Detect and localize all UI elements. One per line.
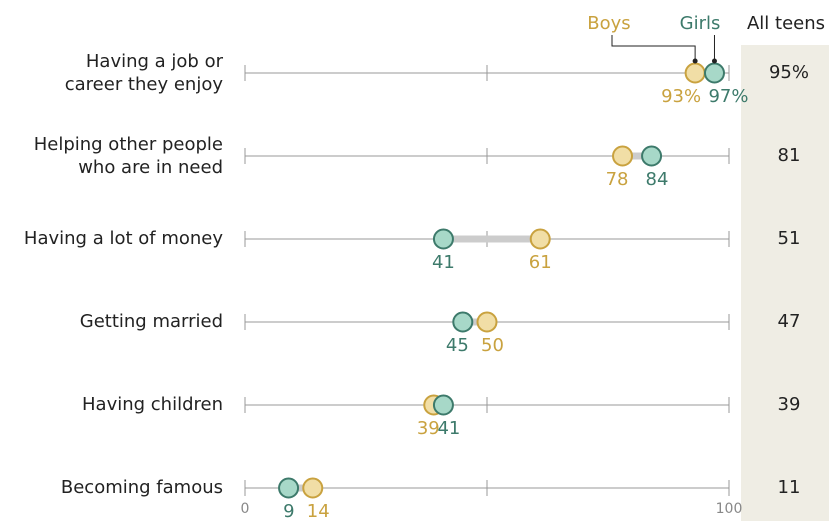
value-label: 41: [437, 418, 460, 439]
category-line: Getting married: [80, 311, 223, 332]
dot: [302, 477, 324, 499]
legend-leader: [611, 35, 696, 63]
value-label: 93%: [661, 86, 701, 107]
all-teens-value: 11: [778, 477, 801, 498]
dot: [641, 145, 663, 167]
category-line: Becoming famous: [61, 477, 223, 498]
category-line: Having a lot of money: [24, 228, 223, 249]
value-label: 61: [529, 252, 552, 273]
value-label: 45: [446, 335, 469, 356]
category-label: Getting married: [80, 311, 223, 332]
dot: [476, 311, 498, 333]
value-label: 84: [646, 169, 669, 190]
all-teens-column: [741, 45, 829, 521]
value-label: 39: [417, 418, 440, 439]
x-tick-label: 0: [241, 501, 250, 517]
dot: [684, 62, 706, 84]
all-teens-value: 39: [778, 394, 801, 415]
category-label: Having a lot of money: [24, 228, 223, 249]
all-teens-value: 95%: [769, 62, 809, 83]
dot: [278, 477, 300, 499]
category-line: Helping other people: [34, 134, 223, 155]
value-label: 78: [606, 169, 629, 190]
column-header: All teens: [747, 13, 825, 34]
category-label: Helping other people who are in need: [34, 134, 223, 178]
dot: [452, 311, 474, 333]
category-line: Having children: [82, 394, 223, 415]
category-label: Having children: [82, 394, 223, 415]
value-label: 14: [307, 501, 330, 521]
x-tick-label: 100: [716, 501, 743, 517]
all-teens-value: 47: [778, 311, 801, 332]
dot: [703, 62, 725, 84]
value-label: 9: [283, 501, 294, 521]
category-line: Having a job or: [86, 51, 224, 72]
dot: [432, 394, 454, 416]
value-label: 41: [432, 252, 455, 273]
category-label: Having a job or career they enjoy: [65, 51, 224, 95]
dot: [432, 228, 454, 250]
dot: [529, 228, 551, 250]
value-label: 50: [481, 335, 504, 356]
dot: [612, 145, 634, 167]
leader-dot: [692, 58, 698, 64]
value-label: 97%: [708, 86, 748, 107]
category-line: who are in need: [78, 157, 223, 178]
all-teens-value: 81: [778, 145, 801, 166]
leader-dot: [711, 58, 717, 64]
legend-girls: Girls: [680, 13, 721, 34]
category-line: career they enjoy: [65, 74, 224, 95]
all-teens-value: 51: [778, 228, 801, 249]
legend-boys: Boys: [587, 13, 630, 34]
category-label: Becoming famous: [61, 477, 223, 498]
